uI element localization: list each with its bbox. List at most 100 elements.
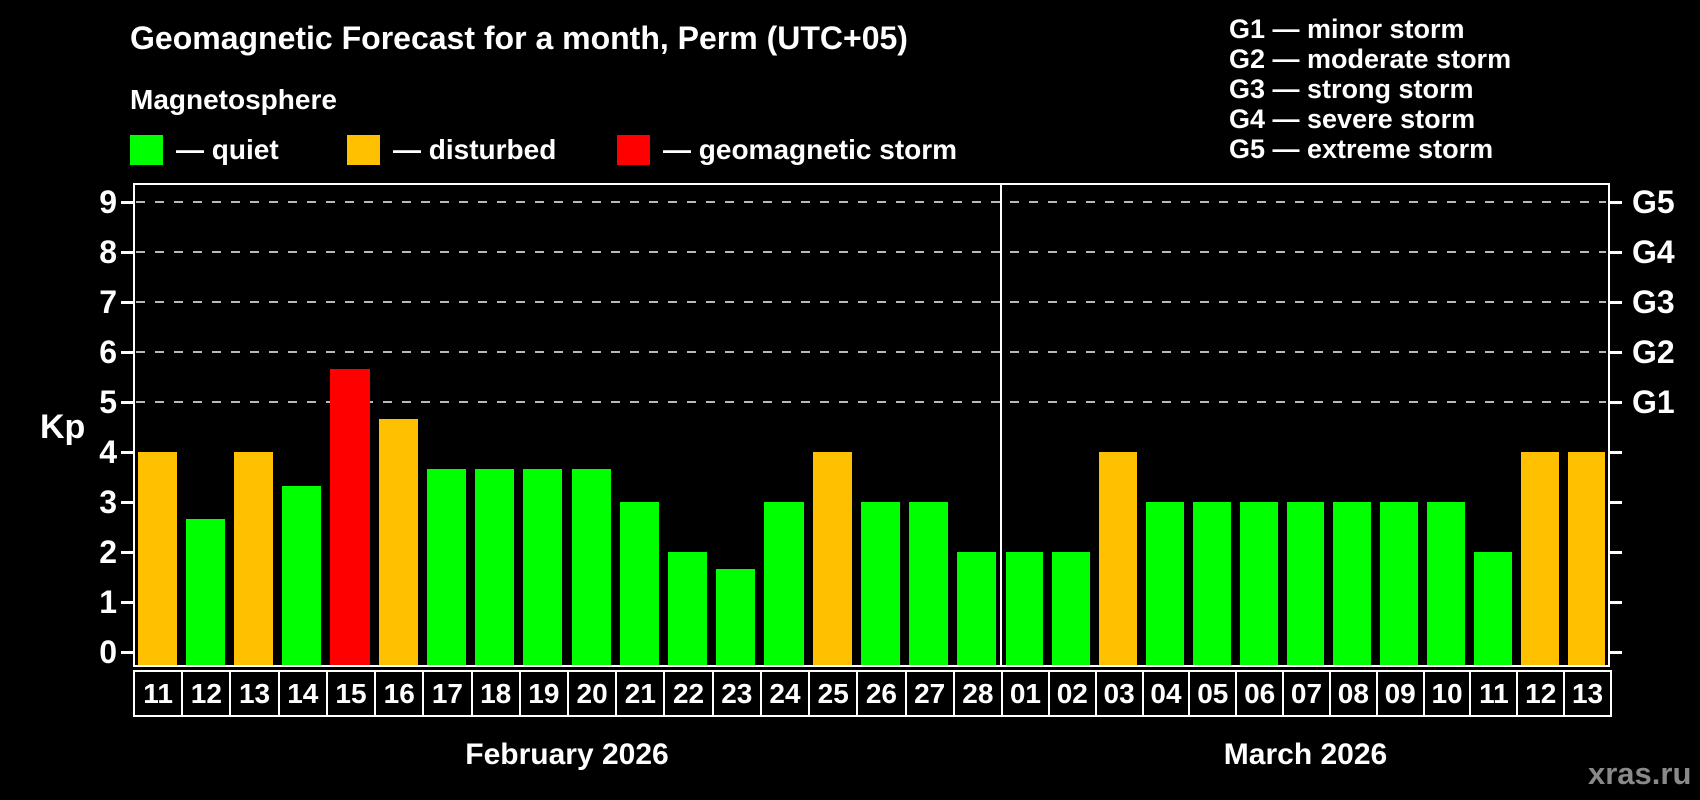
kp-bar: [330, 368, 370, 665]
kp-bar: [233, 452, 274, 665]
kp-bar: [475, 468, 515, 665]
day-label: 22: [663, 670, 712, 717]
y-axis-tick-right: [1610, 201, 1622, 204]
kp-bar: [1520, 452, 1559, 665]
kp-bar: [667, 552, 708, 665]
day-label: 26: [856, 670, 905, 717]
day-label: 06: [1235, 670, 1283, 717]
day-label: 09: [1375, 670, 1423, 717]
kp-bar: [1239, 502, 1278, 665]
kp-bar: [1286, 502, 1325, 665]
kp-bar: [764, 502, 804, 665]
day-label: 12: [1516, 670, 1564, 717]
y-axis-tick-label: 7: [99, 284, 117, 320]
kp-bar: [1473, 552, 1512, 665]
kp-bar: [1099, 452, 1138, 665]
g-level-label-g1: G1: [1632, 384, 1675, 420]
y-axis-tick-left: [121, 201, 133, 204]
y-axis-tick-label: 3: [99, 484, 117, 520]
kp-bar: [1192, 502, 1231, 665]
month-label: February 2026: [465, 738, 669, 771]
g-level-gridline-g4: [136, 251, 1606, 253]
kp-bar: [1333, 502, 1372, 665]
day-label: 25: [808, 670, 857, 717]
day-label: 24: [759, 670, 809, 717]
day-label: 14: [277, 670, 326, 717]
day-label: 20: [567, 670, 616, 717]
y-axis-title: Kp: [40, 408, 86, 446]
y-axis-tick-label: 8: [99, 234, 117, 270]
y-axis-tick-left: [121, 351, 133, 354]
y-axis-tick-left: [121, 451, 133, 454]
y-axis-tick-left: [121, 301, 133, 304]
kp-bar: [860, 502, 901, 665]
day-label: 18: [470, 670, 519, 717]
day-label: 13: [229, 670, 278, 717]
y-axis-tick-left: [121, 401, 133, 404]
g-level-label-g4: G4: [1632, 234, 1675, 270]
kp-bar: [1427, 502, 1465, 665]
y-axis-tick-label: 1: [99, 584, 117, 620]
g-legend-item-g4: G4 — severe storm: [1229, 104, 1476, 134]
day-label: 08: [1328, 670, 1376, 717]
legend-label-disturbed: — disturbed: [393, 134, 557, 165]
g-level-label-g3: G3: [1632, 284, 1675, 320]
y-axis-tick-right: [1610, 551, 1622, 554]
legend-label-storm: — geomagnetic storm: [663, 134, 958, 165]
kp-bar: [812, 452, 852, 665]
g-level-label-g5: G5: [1632, 184, 1675, 220]
day-label: 16: [374, 670, 423, 717]
legend-swatch-disturbed: [347, 135, 380, 165]
g-legend-item-g3: G3 — strong storm: [1229, 74, 1474, 104]
kp-bar: [378, 418, 418, 665]
kp-bar: [1005, 552, 1044, 665]
legend-swatch-storm: [617, 135, 650, 165]
kp-bar: [523, 468, 563, 665]
g-legend-item-g5: G5 — extreme storm: [1229, 134, 1494, 164]
legend-swatch-quiet: [130, 135, 163, 165]
day-label: 03: [1094, 670, 1142, 717]
y-axis-tick-left: [121, 651, 133, 654]
kp-bar: [1567, 452, 1606, 665]
month-label: March 2026: [1223, 738, 1388, 771]
g-level-gridline-g1: [136, 401, 1606, 403]
kp-bar: [957, 552, 997, 665]
y-axis-tick-right: [1610, 251, 1622, 254]
y-axis-tick-label: 2: [99, 534, 117, 570]
legend-label-quiet: — quiet: [176, 134, 279, 165]
y-axis-tick-label: 0: [99, 634, 117, 670]
day-label: 28: [952, 670, 1001, 717]
day-label: 13: [1563, 670, 1612, 717]
y-axis-tick-right: [1610, 401, 1622, 404]
g-level-gridline-g3: [136, 301, 1606, 303]
day-label: 11: [133, 670, 182, 717]
kp-bar: [716, 568, 756, 665]
kp-bar: [1380, 502, 1419, 665]
day-label: 23: [711, 670, 760, 717]
y-axis-tick-label: 5: [99, 384, 117, 420]
kp-bar: [1052, 552, 1091, 665]
kp-bar: [185, 518, 225, 665]
day-label: 05: [1188, 670, 1236, 717]
y-axis-tick-left: [121, 251, 133, 254]
y-axis-tick-left: [121, 501, 133, 504]
y-axis-tick-right: [1610, 501, 1622, 504]
g-legend-item-g1: G1 — minor storm: [1229, 14, 1465, 44]
g-level-gridline-g2: [136, 351, 1606, 353]
g-level-gridline-g5: [136, 201, 1606, 203]
day-label: 11: [1469, 670, 1517, 717]
kp-bar: [282, 485, 322, 665]
y-axis-tick-right: [1610, 451, 1622, 454]
kp-bar: [1146, 502, 1184, 665]
watermark: xras.ru: [1588, 756, 1692, 791]
day-label: 01: [1001, 670, 1048, 717]
y-axis-tick-right: [1610, 301, 1622, 304]
y-axis-tick-right: [1610, 351, 1622, 354]
day-label: 12: [181, 670, 230, 717]
kp-bar: [909, 502, 949, 665]
plot-frame: [133, 183, 1610, 667]
chart-subtitle: Magnetosphere: [130, 84, 337, 115]
y-axis-tick-label: 9: [99, 184, 117, 220]
day-label: 21: [615, 670, 664, 717]
